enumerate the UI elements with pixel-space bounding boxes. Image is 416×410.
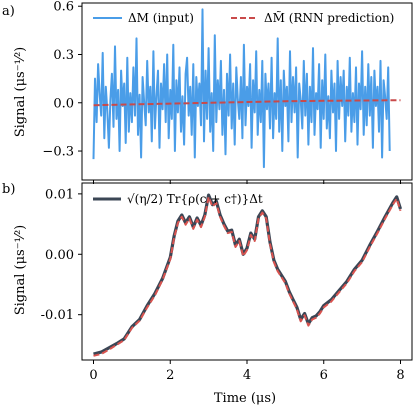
x-tick-label: 4	[243, 368, 251, 383]
panel-a-label: a)	[2, 4, 15, 19]
y-tick-label: 0.01	[45, 187, 74, 202]
x-tick-label: 0	[89, 368, 97, 383]
series-line-b-0	[93, 193, 403, 356]
panel-b-plot: 0.01 0.00 -0.01 0 2 4 6 8 √(η/2) Tr{ρ(c + c†)}Δt	[41, 182, 413, 383]
panel-a-plot: 0.6 0.3 0.0 −0.3 ΔM (input) ΔM̃ (RNN predicti…	[42, 0, 413, 184]
y-tick-label: 0.3	[53, 48, 74, 63]
series-line-a-1	[93, 99, 401, 107]
panel-b-label: b)	[2, 182, 15, 197]
x-tick-label: 2	[166, 368, 174, 383]
series-line-b-1	[93, 195, 402, 357]
y-tick-label: -0.01	[41, 308, 74, 323]
y-tick-label: 0.0	[53, 96, 74, 111]
y-tick-label: 0.00	[45, 248, 74, 263]
panel-b-xlabel: Time (μs)	[214, 391, 276, 406]
plot-frame	[81, 182, 413, 361]
series-line-a-0	[92, 8, 391, 169]
legend-label-trace: √(η/2) Tr{ρ(c + c†)}Δt	[127, 192, 263, 206]
panel-b-ylabel: Signal (μs⁻¹⁄²)	[13, 225, 28, 316]
legend-label-rnn: ΔM̃ (RNN prediction)	[264, 10, 394, 25]
x-tick-label: 8	[396, 368, 404, 383]
y-tick-label: −0.3	[42, 145, 74, 160]
y-tick-label: 0.6	[53, 0, 74, 15]
x-tick-label: 6	[320, 368, 328, 383]
panel-a-ylabel: Signal (μs⁻¹⁄²)	[13, 47, 28, 138]
legend-label-input: ΔM (input)	[128, 11, 194, 25]
